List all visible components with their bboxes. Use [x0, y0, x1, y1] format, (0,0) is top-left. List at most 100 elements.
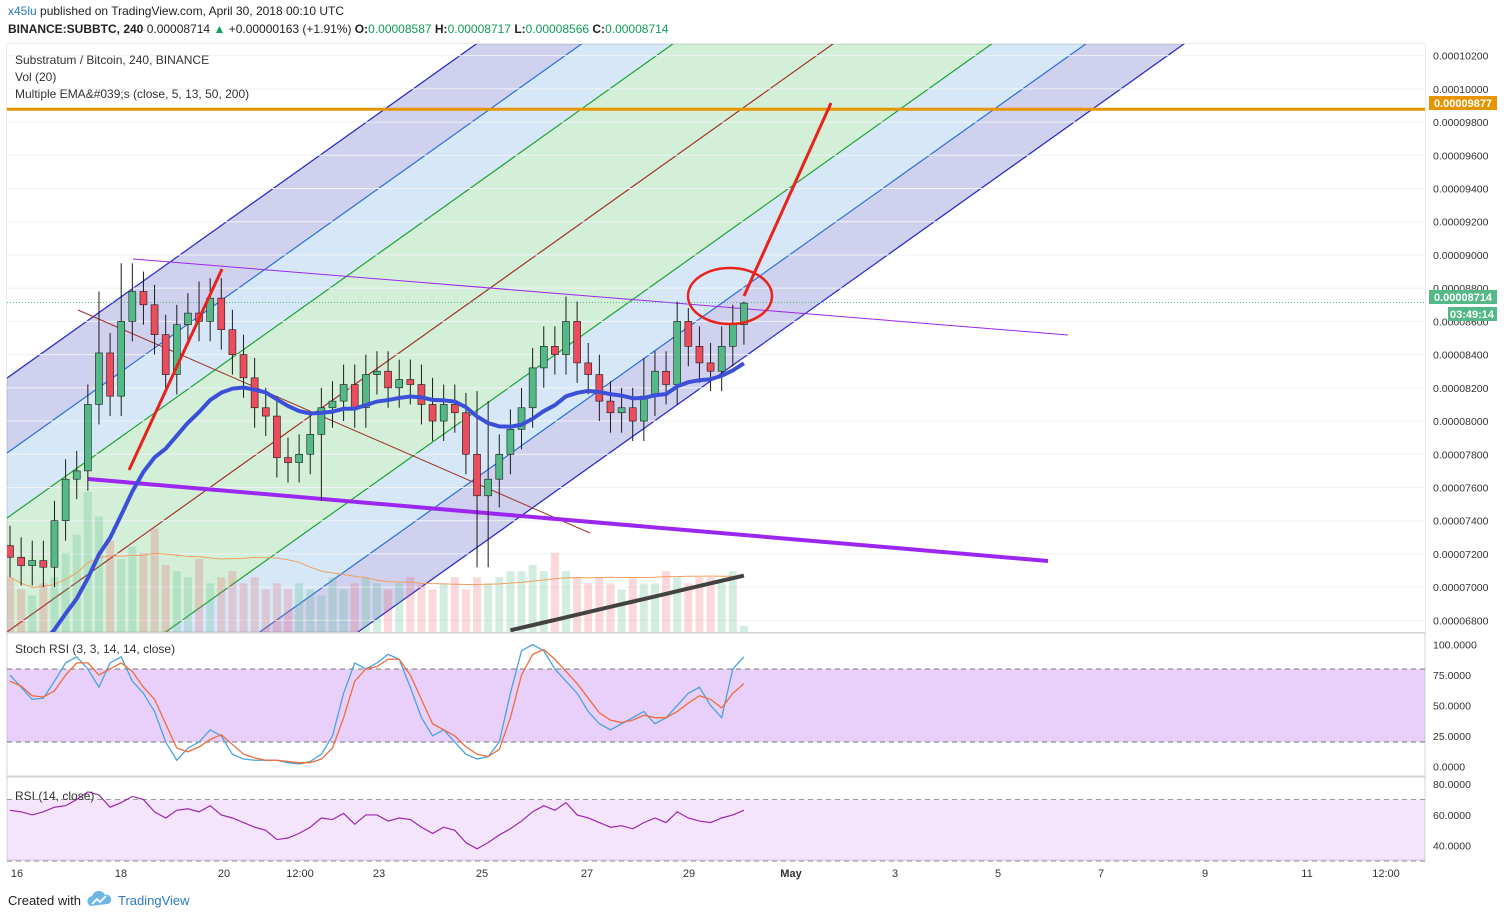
candle-body	[728, 324, 737, 347]
candle-body	[161, 334, 170, 375]
main-price-panel[interactable]	[0, 40, 1435, 880]
stoch-panel-frame	[6, 632, 1426, 777]
candle-body	[173, 324, 181, 375]
price-tick-label: 0.00007200	[1433, 549, 1489, 561]
candle-body	[562, 321, 570, 355]
volume-bar	[183, 577, 192, 632]
time-axis[interactable]: 16 18 20 12:00 23 25 27 29 May 3 5 7 9 11 12:00	[11, 868, 1400, 880]
target-price-label: 0.00009877	[1429, 96, 1497, 110]
time-tick-label: 11	[1301, 868, 1312, 880]
volume-bar	[106, 540, 115, 632]
stoch-tick-label: 100.0000	[1433, 640, 1477, 652]
volume-bar	[317, 595, 326, 632]
price-tick-label: 0.00007400	[1433, 516, 1489, 528]
candle-body	[250, 377, 259, 409]
volume-bar	[361, 577, 370, 632]
stoch-d-line	[9, 648, 745, 764]
candle-body	[673, 321, 682, 385]
volume-bar	[528, 565, 537, 632]
channel-median-line	[7, 44, 834, 632]
published-text: published on TradingView.com, April 30, …	[40, 4, 344, 18]
volume-bar	[328, 577, 337, 632]
rsi-panel[interactable]: RSI (14, close)	[6, 776, 1426, 862]
volume-bar	[339, 589, 348, 632]
candle-body	[628, 407, 637, 422]
volume-bar	[595, 577, 604, 632]
volume-bar	[739, 625, 748, 632]
candle-body	[617, 407, 626, 414]
volume-bar	[117, 558, 126, 632]
ema-200-line	[509, 573, 745, 632]
volume-bar	[272, 583, 281, 632]
volume-bar	[372, 583, 381, 632]
price-tick-label: 0.00009400	[1433, 184, 1489, 196]
volume-bar	[639, 583, 648, 632]
volume-bar	[706, 577, 715, 632]
volume-bar	[473, 577, 482, 632]
volume-bar	[306, 589, 315, 632]
author-link[interactable]: x45lu	[8, 4, 37, 18]
current-label-text: 0.00008714	[1434, 292, 1493, 304]
price-tick-label: 0.00009600	[1433, 150, 1489, 162]
tradingview-link[interactable]: TradingView	[118, 893, 190, 908]
candle-body	[717, 346, 726, 372]
price-tick-label: 0.00008200	[1433, 383, 1489, 395]
footer: Created with TradingView	[0, 880, 1504, 918]
volume-bar	[161, 565, 170, 632]
volume-bar	[150, 528, 159, 632]
volume-bar	[395, 583, 404, 632]
volume-bar	[94, 516, 103, 632]
stoch-tick-label: 50.0000	[1433, 701, 1471, 713]
volume-bar	[695, 577, 704, 632]
main-legend: Substratum / Bitcoin, 240, BINANCE Vol (…	[15, 53, 249, 101]
candle-body	[273, 415, 281, 458]
stoch-tick-label: 0.0000	[1433, 761, 1465, 773]
chart-area[interactable]: 0.00006800 0.00007000 0.00007200 0.00007400…	[0, 40, 1504, 885]
close-value: 0.00008714	[605, 22, 669, 36]
price-tick-label: 0.00010000	[1433, 84, 1489, 96]
volume-bar	[550, 552, 559, 632]
volume-bar	[617, 589, 626, 632]
price-change: +0.00000163 (+1.91%)	[228, 22, 352, 36]
candle-body	[473, 453, 481, 497]
ema-50-line	[49, 361, 745, 632]
legend-volume: Vol (20)	[15, 70, 56, 84]
candle-body	[462, 412, 470, 455]
volume-bar	[562, 571, 570, 632]
candle-body	[417, 384, 426, 405]
candle-body	[306, 434, 315, 455]
volume-bar	[428, 589, 437, 632]
volume-bar	[128, 546, 137, 632]
candle-body	[184, 312, 192, 326]
rsi-tick-label: 80.0000	[1433, 779, 1471, 791]
time-tick-label: May	[780, 868, 802, 880]
candle-body	[695, 346, 704, 364]
candle-body	[439, 404, 448, 422]
volume-bar	[7, 577, 14, 632]
candle-body	[106, 352, 114, 397]
volume-bar	[239, 583, 248, 632]
channel-line-blue-bottom	[258, 44, 1087, 632]
price-axis[interactable]: 0.00006800 0.00007000 0.00007200 0.00007400…	[1433, 51, 1489, 628]
volume-bar	[17, 589, 26, 632]
channel-line-blue-top	[7, 44, 583, 454]
price-tick-label: 0.00009200	[1433, 217, 1489, 229]
stoch-band-fill	[7, 668, 1425, 743]
open-label: O:	[354, 22, 369, 36]
volume-bar	[584, 583, 593, 632]
volume-bar	[684, 583, 693, 632]
time-tick-label: 12:00	[286, 868, 314, 880]
time-tick-label: 29	[683, 868, 695, 880]
time-tick-label: 27	[581, 868, 593, 880]
chart-svg[interactable]: 0.00006800 0.00007000 0.00007200 0.00007400…	[0, 40, 1504, 880]
candle-body	[317, 407, 326, 435]
volume-bar	[628, 577, 637, 632]
ema-lines	[49, 361, 745, 632]
volume-bar	[506, 571, 515, 632]
channel-line-green-bottom	[164, 44, 993, 632]
price-tick-label: 0.00008400	[1433, 350, 1489, 362]
annotations	[127, 102, 833, 471]
channel-band-green	[7, 44, 992, 632]
stoch-rsi-panel[interactable]: Stoch RSI (3, 3, 14, 14, close)	[6, 632, 1426, 777]
volume-bar	[384, 589, 393, 632]
